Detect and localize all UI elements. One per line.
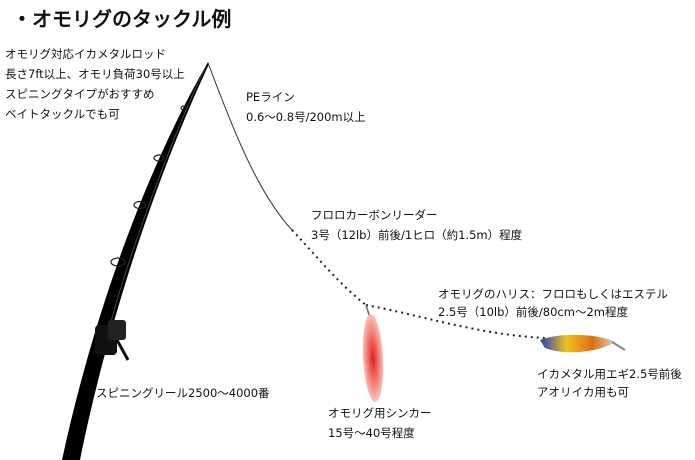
line-in-rod [107, 65, 207, 336]
pe-label: 0.6〜0.8号/200m以上 [246, 110, 366, 124]
egi-label: イカメタル用エギ2.5号前後 [537, 367, 682, 381]
egi-label: アオリイカ用も可 [537, 385, 629, 399]
pe-line [207, 62, 293, 231]
egi [540, 334, 626, 353]
harris-label: 2.5号（10lb）前後/80cm〜2m程度 [438, 305, 628, 319]
sinker [362, 314, 384, 402]
title: ・オモリグのタックル例 [12, 7, 231, 31]
sinker-label: 15号〜40号程度 [328, 426, 415, 440]
reel-label: スピニングリール2500〜4000番 [96, 386, 270, 400]
rod-label: スピニングタイプがおすすめ [5, 87, 155, 101]
rod-label: 長さ7ft以上、オモリ負荷30号以上 [5, 67, 185, 81]
rod-label: オモリグ対応イカメタルロッド [5, 47, 166, 61]
leader-label: フロロカーボンリーダー [311, 208, 438, 222]
rod [62, 62, 209, 460]
reel [95, 320, 130, 361]
rod-label: ベイトタックルでも可 [5, 107, 120, 121]
harris-label: オモリグのハリス：フロロもしくはエステル [438, 287, 668, 301]
pe-label: PEライン [246, 90, 295, 104]
leader-label: 3号（12lb）前後/1ヒロ（約1.5m）程度 [311, 228, 523, 242]
sinker-label: オモリグ用シンカー [328, 406, 432, 420]
leader-line [291, 229, 367, 306]
